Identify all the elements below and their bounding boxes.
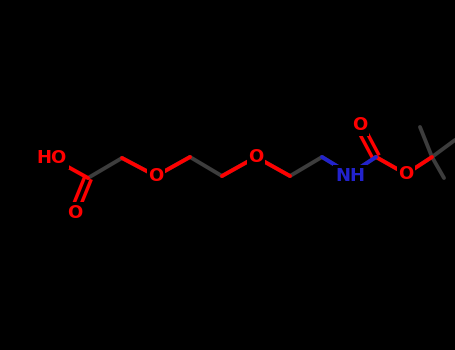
Text: O: O	[67, 204, 83, 222]
Text: HO: HO	[37, 149, 67, 167]
Text: O: O	[248, 148, 263, 166]
Text: O: O	[352, 116, 368, 134]
Text: O: O	[148, 167, 164, 185]
Text: NH: NH	[335, 167, 365, 185]
Text: O: O	[399, 165, 414, 183]
